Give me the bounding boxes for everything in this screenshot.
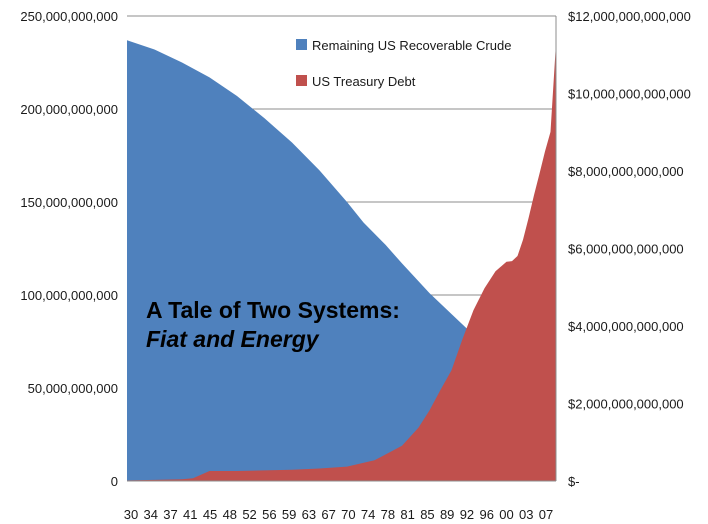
legend-label-crude: Remaining US Recoverable Crude [312,38,511,53]
x-tick-label: 78 [381,507,395,522]
x-axis-ticks: 30 34 37 41 45 48 52 56 59 63 67 70 74 78 81 85 89 92 96 00… [124,507,553,522]
x-tick-label: 48 [223,507,237,522]
x-tick-label: 74 [361,507,375,522]
x-tick-label: 92 [460,507,474,522]
right-y-axis-ticks: $- $2,000,000,000,000 $4,000,000,000,000 $6… [568,9,691,489]
x-tick-label: 03 [519,507,533,522]
left-y-tick-label: 0 [111,474,118,489]
x-tick-label: 70 [341,507,355,522]
x-tick-label: 30 [124,507,138,522]
left-y-tick-label: 100,000,000,000 [20,288,118,303]
right-y-tick-label: $12,000,000,000,000 [568,9,691,24]
left-y-axis-ticks: 0 50,000,000,000 100,000,000,000 150,000,00… [20,9,118,489]
x-tick-label: 96 [479,507,493,522]
x-tick-label: 00 [499,507,513,522]
series-areas [127,16,557,482]
x-tick-label: 41 [183,507,197,522]
right-y-tick-label: $6,000,000,000,000 [568,242,684,257]
legend: Remaining US Recoverable Crude US Treasu… [296,38,511,89]
chart-title-block: A Tale of Two Systems: Fiat and Energy [146,296,400,354]
x-tick-label: 67 [321,507,335,522]
legend-swatch-debt [296,75,307,86]
x-tick-label: 37 [163,507,177,522]
chart-subtitle: Fiat and Energy [146,326,319,352]
left-y-tick-label: 250,000,000,000 [20,9,118,24]
right-y-tick-label: $2,000,000,000,000 [568,397,684,412]
x-tick-label: 34 [144,507,158,522]
x-tick-label: 89 [440,507,454,522]
left-y-tick-label: 50,000,000,000 [28,381,118,396]
left-y-tick-label: 150,000,000,000 [20,195,118,210]
x-tick-label: 63 [302,507,316,522]
area-treasury-debt [127,43,556,481]
right-y-tick-label: $8,000,000,000,000 [568,164,684,179]
x-tick-label: 56 [262,507,276,522]
left-y-tick-label: 200,000,000,000 [20,102,118,117]
x-tick-label: 59 [282,507,296,522]
x-tick-label: 45 [203,507,217,522]
x-tick-label: 07 [539,507,553,522]
x-tick-label: 52 [242,507,256,522]
x-tick-label: 85 [420,507,434,522]
right-y-tick-label: $10,000,000,000,000 [568,87,691,102]
area-remaining-crude [127,40,556,481]
legend-swatch-crude [296,39,307,50]
right-y-tick-label: $- [568,474,580,489]
chart-title: A Tale of Two Systems: [146,297,400,323]
x-tick-label: 81 [400,507,414,522]
legend-label-debt: US Treasury Debt [312,74,416,89]
right-y-tick-label: $4,000,000,000,000 [568,319,684,334]
